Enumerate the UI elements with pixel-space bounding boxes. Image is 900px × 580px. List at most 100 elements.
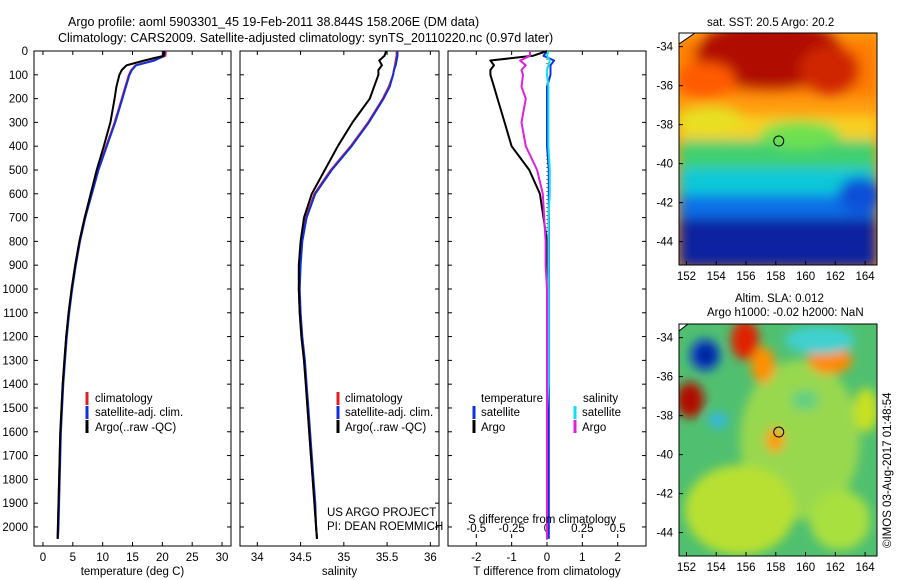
map-lon-tick-label: 152 xyxy=(677,271,696,283)
x-tick-label: 36 xyxy=(424,552,437,564)
legend-temp-argo-label: Argo xyxy=(481,422,505,434)
x-tick-label: 15 xyxy=(126,552,139,564)
map-lat-tick-label: -42 xyxy=(656,489,673,501)
legend-satellite-label: satellite-adj. clim. xyxy=(95,407,183,419)
legend-salinity-header: salinity xyxy=(583,393,618,405)
difference-panel: -2 -1 0 1 2 T difference from climatology -0.5… xyxy=(447,50,647,578)
depth-tick-label: 1000 xyxy=(2,284,28,296)
project-annotation: US ARGO PROJECT xyxy=(327,507,436,519)
imos-credit: ©IMOS 03-Aug-2017 01:48:54 xyxy=(882,392,894,548)
sla-map-title-line2: Argo h1000: -0.02 h2000: NaN xyxy=(707,307,864,319)
map-lat-tick-label: -38 xyxy=(656,411,673,423)
map-lat-tick-label: -36 xyxy=(656,81,673,93)
series-line-0 xyxy=(56,50,167,539)
depth-tick-label: 300 xyxy=(9,117,28,129)
series-line-2 xyxy=(56,50,166,539)
sla-heatmap-field xyxy=(679,324,877,556)
argo-float-location-marker xyxy=(773,426,785,438)
x-axis-label: salinity xyxy=(322,566,357,578)
depth-tick-label: 500 xyxy=(9,165,28,177)
legend-argo-label: Argo(..raw -QC) xyxy=(345,422,426,434)
map-lat-tick-label: -34 xyxy=(656,42,673,54)
map-lon-tick-label: 152 xyxy=(677,562,696,574)
x-tick-label: 0 xyxy=(544,552,550,564)
depth-tick-label: 200 xyxy=(9,94,28,106)
map-lon-tick-label: 154 xyxy=(707,562,727,574)
map-lat-tick-label: -40 xyxy=(656,450,673,462)
depth-tick-label: 1200 xyxy=(2,332,28,344)
x-tick-label: 1 xyxy=(579,552,585,564)
depth-tick-label: 1400 xyxy=(2,379,28,391)
sst-heatmap-field xyxy=(679,33,877,265)
salinity-panel: 34 34.5 35 35.5 36 salinity xyxy=(239,50,440,578)
x-tick-label: 35 xyxy=(337,552,350,564)
legend-climatology-label: climatology xyxy=(95,393,153,405)
series-line-1 xyxy=(489,50,548,539)
x-tick-label: 20 xyxy=(156,552,169,564)
map-lon-tick-label: 164 xyxy=(855,562,875,574)
map-lat-tick-label: -34 xyxy=(656,333,673,345)
depth-tick-label: 1800 xyxy=(2,474,28,486)
map-lon-tick-label: 158 xyxy=(766,271,785,283)
sst-map-title: sat. SST: 20.5 Argo: 20.2 xyxy=(707,17,834,29)
plot-frame xyxy=(33,50,232,547)
salinity-legend: climatology satellite-adj. clim. Argo(..… xyxy=(327,392,443,533)
depth-tick-label: 700 xyxy=(9,213,28,225)
s-tick-label: -0.25 xyxy=(499,523,525,535)
map-lon-tick-label: 164 xyxy=(855,271,875,283)
depth-tick-label: 1900 xyxy=(2,498,28,510)
map-lon-tick-label: 162 xyxy=(826,271,845,283)
s-tick-label: 0.5 xyxy=(610,523,626,535)
map-lon-tick-label: 160 xyxy=(796,562,815,574)
map-lat-tick-label: -36 xyxy=(656,372,673,384)
x-tick-label: 35.5 xyxy=(376,552,398,564)
x-axis-label: T difference from climatology xyxy=(473,566,620,578)
legend-argo-label: Argo(..raw -QC) xyxy=(95,422,176,434)
x-tick-label: 30 xyxy=(216,552,229,564)
x-tick-label: -2 xyxy=(471,552,481,564)
map-lat-tick-label: -44 xyxy=(656,528,673,540)
sla-map-frame xyxy=(678,323,878,557)
map-lon-tick-label: 162 xyxy=(826,562,845,574)
depth-tick-label: 0 xyxy=(22,46,28,58)
temperature-panel: 0100200300400500600700800900100011001200… xyxy=(2,46,232,578)
coastline-shape xyxy=(679,324,689,332)
x-tick-label: 0 xyxy=(40,552,46,564)
x-tick-label: 34 xyxy=(251,552,264,564)
depth-tick-label: 1500 xyxy=(2,403,28,415)
argo-float-location-marker xyxy=(773,135,785,147)
x-tick-label: -1 xyxy=(507,552,517,564)
depth-tick-label: 400 xyxy=(9,141,28,153)
legend-temperature-header: temperature xyxy=(481,393,543,405)
series-line-1 xyxy=(298,51,399,539)
map-lat-tick-label: -40 xyxy=(656,159,673,171)
s-tick-label: -0.5 xyxy=(466,523,486,535)
depth-tick-label: 800 xyxy=(9,236,28,248)
x-tick-label: 34.5 xyxy=(289,552,311,564)
map-lon-tick-label: 158 xyxy=(766,562,785,574)
legend-climatology-label: climatology xyxy=(345,393,403,405)
legend-sal-satellite-label: satellite xyxy=(582,407,621,419)
depth-tick-label: 1300 xyxy=(2,355,28,367)
sla-map-title-line1: Altim. SLA: 0.012 xyxy=(735,293,824,305)
sla-map: Altim. SLA: 0.012 Argo h1000: -0.02 h200… xyxy=(656,293,878,574)
map-lon-tick-label: 156 xyxy=(736,562,755,574)
x-tick-label: 25 xyxy=(186,552,199,564)
map-lat-tick-label: -44 xyxy=(656,237,673,249)
depth-tick-label: 900 xyxy=(9,260,28,272)
depth-tick-label: 600 xyxy=(9,189,28,201)
figure-title-line1: Argo profile: aoml 5903301_45 19-Feb-201… xyxy=(68,15,479,29)
depth-tick-label: 1100 xyxy=(3,308,28,320)
sst-map: sat. SST: 20.5 Argo: 20.2 152 154 156 158 1 xyxy=(656,17,878,283)
map-lon-tick-label: 160 xyxy=(796,271,815,283)
coastline-shape xyxy=(679,33,696,45)
map-lat-tick-label: -42 xyxy=(656,198,673,210)
sst-map-frame xyxy=(678,32,878,266)
x-tick-label: 2 xyxy=(615,552,621,564)
x-tick-label: 5 xyxy=(70,552,76,564)
x-axis-label: temperature (deg C) xyxy=(81,566,185,578)
figure-title-line2: Climatology: CARS2009. Satellite-adjuste… xyxy=(58,31,553,45)
series-line-1 xyxy=(56,50,166,539)
legend-sal-argo-label: Argo xyxy=(582,422,606,434)
